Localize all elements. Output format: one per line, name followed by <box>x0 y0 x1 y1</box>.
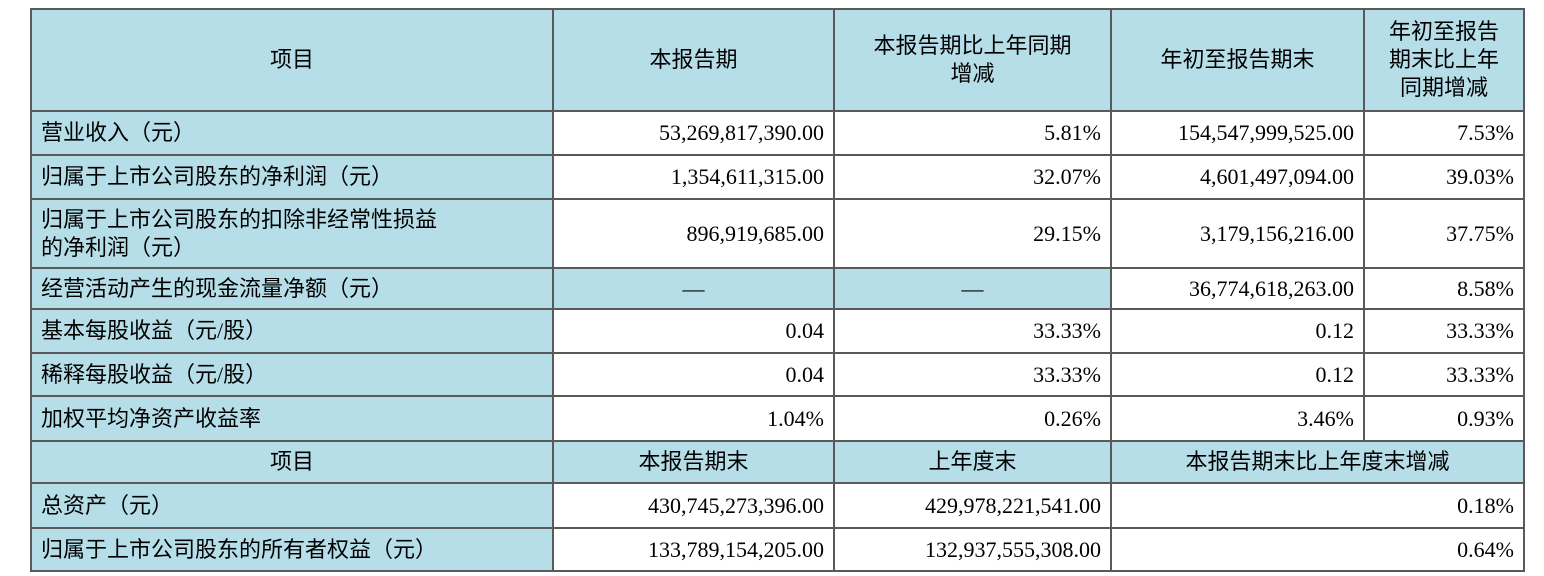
row-label: 归属于上市公司股东的所有者权益（元） <box>30 527 554 572</box>
header-period-end-change: 本报告期末比上年度末增减 <box>1110 440 1525 484</box>
value-yoy: 32.07% <box>833 154 1112 200</box>
value-ytd-yoy: 39.03% <box>1363 154 1525 200</box>
header-current-period-yoy: 本报告期比上年同期 增减 <box>833 8 1112 112</box>
row-label: 经营活动产生的现金流量净额（元） <box>30 267 554 310</box>
value-ytd-yoy: 37.75% <box>1363 198 1525 269</box>
value-ytd: 3,179,156,216.00 <box>1110 198 1365 269</box>
value-current: 0.04 <box>552 308 835 354</box>
row-label: 营业收入（元） <box>30 110 554 156</box>
value-period-end: 133,789,154,205.00 <box>552 527 835 572</box>
value-current: 1.04% <box>552 395 835 442</box>
section1-header-row: 项目 本报告期 本报告期比上年同期 增减 年初至报告期末 年初至报告 期末比上年… <box>30 8 1525 112</box>
header-ytd-yoy: 年初至报告 期末比上年 同期增减 <box>1363 8 1525 112</box>
header-ytd: 年初至报告期末 <box>1110 8 1365 112</box>
header-period-end: 本报告期末 <box>552 440 835 484</box>
table-row-net-profit: 归属于上市公司股东的净利润（元） 1,354,611,315.00 32.07%… <box>30 154 1525 200</box>
header-item: 项目 <box>30 8 554 112</box>
row-label: 稀释每股收益（元/股） <box>30 352 554 397</box>
value-current: 53,269,817,390.00 <box>552 110 835 156</box>
row-label: 归属于上市公司股东的扣除非经常性损益 的净利润（元） <box>30 198 554 269</box>
value-ytd: 0.12 <box>1110 352 1365 397</box>
header-prev-year-end: 上年度末 <box>833 440 1112 484</box>
value-ytd: 3.46% <box>1110 395 1365 442</box>
table-row-operating-revenue: 营业收入（元） 53,269,817,390.00 5.81% 154,547,… <box>30 110 1525 156</box>
value-ytd-yoy: 8.58% <box>1363 267 1525 310</box>
value-yoy: 0.26% <box>833 395 1112 442</box>
value-current: 1,354,611,315.00 <box>552 154 835 200</box>
financial-summary-table: 项目 本报告期 本报告期比上年同期 增减 年初至报告期末 年初至报告 期末比上年… <box>30 8 1525 572</box>
value-yoy-dash: — <box>833 267 1112 310</box>
value-prev-year-end: 132,937,555,308.00 <box>833 527 1112 572</box>
value-yoy: 33.33% <box>833 308 1112 354</box>
table-row-basic-eps: 基本每股收益（元/股） 0.04 33.33% 0.12 33.33% <box>30 308 1525 354</box>
table-row-total-assets: 总资产（元） 430,745,273,396.00 429,978,221,54… <box>30 482 1525 529</box>
value-current: 896,919,685.00 <box>552 198 835 269</box>
value-prev-year-end: 429,978,221,541.00 <box>833 482 1112 529</box>
row-label: 归属于上市公司股东的净利润（元） <box>30 154 554 200</box>
value-ytd: 154,547,999,525.00 <box>1110 110 1365 156</box>
table-row-diluted-eps: 稀释每股收益（元/股） 0.04 33.33% 0.12 33.33% <box>30 352 1525 397</box>
row-label: 总资产（元） <box>30 482 554 529</box>
row-label: 加权平均净资产收益率 <box>30 395 554 442</box>
table-row-owners-equity: 归属于上市公司股东的所有者权益（元） 133,789,154,205.00 13… <box>30 527 1525 572</box>
value-ytd-yoy: 33.33% <box>1363 352 1525 397</box>
table-row-operating-cash-flow: 经营活动产生的现金流量净额（元） — — 36,774,618,263.00 8… <box>30 267 1525 310</box>
value-current-dash: — <box>552 267 835 310</box>
value-ytd: 0.12 <box>1110 308 1365 354</box>
value-change: 0.64% <box>1110 527 1525 572</box>
row-label: 基本每股收益（元/股） <box>30 308 554 354</box>
table-row-weighted-avg-roe: 加权平均净资产收益率 1.04% 0.26% 3.46% 0.93% <box>30 395 1525 442</box>
header-current-period: 本报告期 <box>552 8 835 112</box>
header-item-2: 项目 <box>30 440 554 484</box>
value-yoy: 29.15% <box>833 198 1112 269</box>
table-row-net-profit-excl-nonrecurring: 归属于上市公司股东的扣除非经常性损益 的净利润（元） 896,919,685.0… <box>30 198 1525 269</box>
value-ytd: 4,601,497,094.00 <box>1110 154 1365 200</box>
value-ytd-yoy: 0.93% <box>1363 395 1525 442</box>
value-change: 0.18% <box>1110 482 1525 529</box>
value-yoy: 5.81% <box>833 110 1112 156</box>
value-ytd-yoy: 7.53% <box>1363 110 1525 156</box>
value-ytd-yoy: 33.33% <box>1363 308 1525 354</box>
section2-header-row: 项目 本报告期末 上年度末 本报告期末比上年度末增减 <box>30 440 1525 484</box>
value-ytd: 36,774,618,263.00 <box>1110 267 1365 310</box>
value-yoy: 33.33% <box>833 352 1112 397</box>
value-current: 0.04 <box>552 352 835 397</box>
value-period-end: 430,745,273,396.00 <box>552 482 835 529</box>
